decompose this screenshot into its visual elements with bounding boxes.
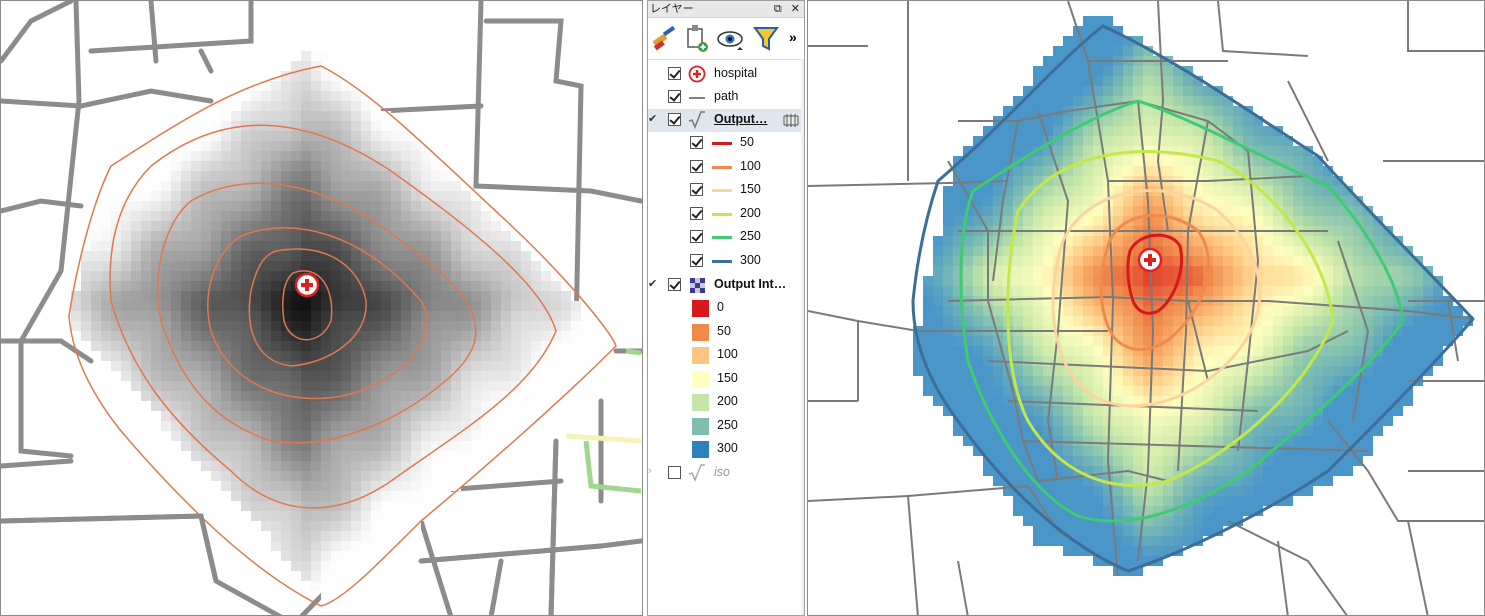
class-visibility-checkbox[interactable]: [690, 230, 703, 243]
class-label: 250: [740, 229, 761, 243]
class-color-swatch: [692, 441, 709, 458]
legend-class-row[interactable]: 250: [648, 226, 804, 249]
colored-cost-raster: [913, 16, 1473, 576]
layer-row-hospital[interactable]: hospital: [648, 63, 804, 86]
class-label: 50: [717, 323, 731, 338]
layer-visibility-checkbox[interactable]: [668, 90, 681, 103]
class-color-swatch: [692, 300, 709, 317]
class-visibility-checkbox[interactable]: [690, 253, 703, 267]
class-visibility-checkbox[interactable]: [690, 136, 703, 149]
left-isochrone-contours: [68, 65, 617, 607]
hospital-marker-right[interactable]: [1137, 247, 1163, 273]
legend-class-row[interactable]: 200: [648, 391, 804, 414]
sqrt-vector-icon: [688, 464, 705, 482]
right-map-svg: [808, 1, 1484, 615]
legend-class-row[interactable]: 0: [648, 297, 804, 320]
layers-panel-titlebar: レイヤー ⧉ ✕: [648, 1, 804, 18]
layer-visibility-checkbox[interactable]: [668, 466, 681, 479]
filter-funnel-icon[interactable]: [752, 23, 782, 55]
class-label: 250: [717, 417, 738, 432]
class-label: 50: [740, 135, 754, 149]
legend-class-row[interactable]: 150: [648, 179, 804, 202]
class-color-swatch: [712, 212, 732, 216]
right-isochrone-contours: [911, 24, 1475, 573]
layer-name: Output…: [714, 112, 768, 126]
more-tools-button[interactable]: »: [789, 29, 797, 45]
close-icon[interactable]: ✕: [790, 3, 800, 15]
memory-layer-icon: [783, 114, 799, 127]
sqrt-vector-icon: [688, 111, 705, 129]
collapsed-arrow-icon[interactable]: ›: [648, 465, 652, 477]
raster-icon: [690, 278, 705, 293]
right-map-canvas[interactable]: [807, 0, 1485, 616]
line-icon: [689, 97, 705, 99]
class-color-swatch: [692, 347, 709, 364]
class-color-swatch: [712, 189, 732, 192]
add-group-icon[interactable]: [682, 23, 712, 55]
class-label: 200: [740, 205, 761, 220]
expanded-check-icon: ✔: [648, 113, 658, 125]
layer-row-output-contours[interactable]: ✔ Output…: [648, 109, 804, 132]
class-label: 150: [717, 370, 738, 385]
legend-class-row[interactable]: 150: [648, 368, 804, 391]
class-color-swatch: [712, 142, 732, 145]
hospital-icon: [688, 65, 706, 83]
class-label: 0: [717, 300, 724, 314]
class-label: 150: [740, 182, 761, 196]
float-panel-icon[interactable]: ⧉: [773, 3, 782, 15]
layer-name: path: [714, 89, 739, 103]
layer-tree-scrollbar[interactable]: [801, 59, 804, 615]
class-color-swatch: [692, 394, 709, 411]
class-label: 300: [740, 252, 761, 267]
style-brush-icon[interactable]: [650, 23, 680, 55]
legend-class-row[interactable]: 300: [648, 250, 804, 273]
hospital-marker-left[interactable]: [294, 272, 320, 298]
legend-class-row[interactable]: 50: [648, 132, 804, 155]
layer-visibility-checkbox[interactable]: [668, 278, 681, 291]
layer-visibility-checkbox[interactable]: [668, 67, 681, 80]
right-road-network: [808, 1, 1484, 615]
legend-class-row[interactable]: 50: [648, 321, 804, 344]
class-label: 100: [717, 347, 738, 361]
class-color-swatch: [712, 236, 732, 239]
class-label: 100: [740, 158, 761, 173]
layers-panel-title: レイヤー: [650, 3, 694, 15]
layer-name: hospital: [714, 66, 758, 80]
class-visibility-checkbox[interactable]: [690, 206, 703, 220]
class-color-swatch: [692, 370, 709, 388]
class-label: 200: [717, 394, 738, 408]
visibility-eye-icon[interactable]: [716, 23, 746, 55]
layer-row-iso[interactable]: › iso: [648, 462, 804, 485]
class-color-swatch: [692, 323, 709, 341]
layer-name: Output Int…: [714, 277, 787, 291]
class-color-swatch: [712, 259, 732, 263]
legend-class-row[interactable]: 100: [648, 156, 804, 179]
legend-class-row[interactable]: 200: [648, 203, 804, 226]
class-visibility-checkbox[interactable]: [690, 183, 703, 196]
class-label: 300: [717, 441, 738, 455]
left-road-network-edges: [1, 440, 602, 615]
layers-panel: レイヤー ⧉ ✕ »: [647, 0, 805, 616]
left-map-svg: [1, 1, 642, 615]
layer-row-output-raster[interactable]: ✔ Output Int…: [648, 274, 804, 297]
layer-visibility-checkbox[interactable]: [668, 113, 681, 126]
class-color-swatch: [692, 417, 709, 435]
legend-class-row[interactable]: 250: [648, 415, 804, 438]
layer-row-path[interactable]: path: [648, 86, 804, 109]
layers-toolbar: »: [648, 19, 804, 60]
legend-class-row[interactable]: 300: [648, 438, 804, 461]
grayscale-cost-raster: [71, 51, 611, 601]
class-visibility-checkbox[interactable]: [690, 159, 703, 173]
legend-class-row[interactable]: 100: [648, 344, 804, 367]
layer-name: iso: [714, 465, 730, 479]
expanded-check-icon: ✔: [648, 278, 658, 290]
left-map-canvas[interactable]: [0, 0, 643, 616]
class-color-swatch: [712, 165, 732, 169]
